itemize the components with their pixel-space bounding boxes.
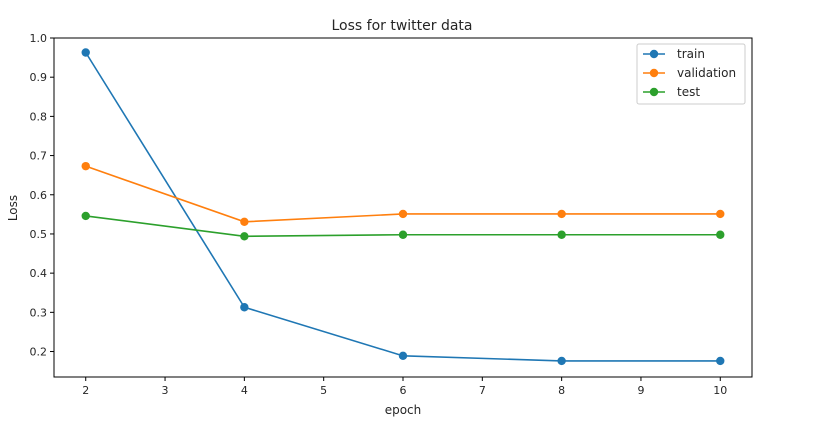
x-tick-label: 3 <box>162 384 169 397</box>
y-tick-label: 0.4 <box>30 267 48 280</box>
y-tick-label: 0.9 <box>30 71 48 84</box>
series-train <box>81 48 725 366</box>
y-axis: 0.2 0.3 0.4 0.5 0.6 0.7 0.8 0.9 1.0 <box>30 32 54 359</box>
y-tick-label: 1.0 <box>30 32 48 45</box>
x-tick-label: 5 <box>320 384 327 397</box>
legend: train validation test <box>636 43 746 105</box>
x-tick-label: 4 <box>241 384 248 397</box>
y-tick-label: 0.5 <box>30 228 48 241</box>
data-point-test <box>398 230 408 239</box>
data-point-test <box>557 230 566 239</box>
x-tick-label: 6 <box>400 384 407 397</box>
y-tick-label: 0.3 <box>30 306 48 319</box>
legend-label-validation: validation <box>677 66 736 80</box>
data-point-train <box>240 303 249 312</box>
x-axis: 2 3 4 5 6 7 8 9 10 <box>82 377 727 397</box>
series-test <box>81 211 725 241</box>
y-tick-label: 0.6 <box>30 189 48 202</box>
y-tick-label: 0.8 <box>30 110 48 123</box>
series-validation <box>81 161 725 227</box>
series-layer <box>81 48 725 366</box>
x-tick-label: 7 <box>479 384 486 397</box>
x-tick-label: 10 <box>713 384 727 397</box>
data-point-test <box>81 211 90 221</box>
legend-label-train: train <box>677 47 705 61</box>
x-tick-label: 9 <box>637 384 644 397</box>
y-tick-label: 0.2 <box>30 346 48 359</box>
data-point-validation <box>81 161 90 171</box>
data-point-validation <box>240 217 249 227</box>
data-point-test <box>716 230 725 239</box>
x-tick-label: 8 <box>558 384 565 397</box>
legend-marker-validation <box>649 68 659 78</box>
legend-marker-test <box>649 87 659 97</box>
series-line-train <box>85 52 721 362</box>
y-axis-label: Loss <box>6 195 20 221</box>
data-point-train <box>81 48 90 57</box>
legend-marker-train <box>649 49 659 59</box>
data-point-validation <box>398 209 408 219</box>
legend-label-test: test <box>677 85 700 99</box>
x-tick-label: 2 <box>82 384 89 397</box>
legend-box <box>636 43 746 105</box>
data-point-test <box>240 232 249 241</box>
data-point-train <box>716 356 725 366</box>
data-point-validation <box>557 209 566 219</box>
chart-title: Loss for twitter data <box>331 18 472 34</box>
data-point-validation <box>716 209 725 219</box>
x-axis-label: epoch <box>385 403 422 417</box>
data-point-train <box>398 351 408 361</box>
y-tick-label: 0.7 <box>30 150 48 163</box>
data-point-train <box>557 356 566 366</box>
